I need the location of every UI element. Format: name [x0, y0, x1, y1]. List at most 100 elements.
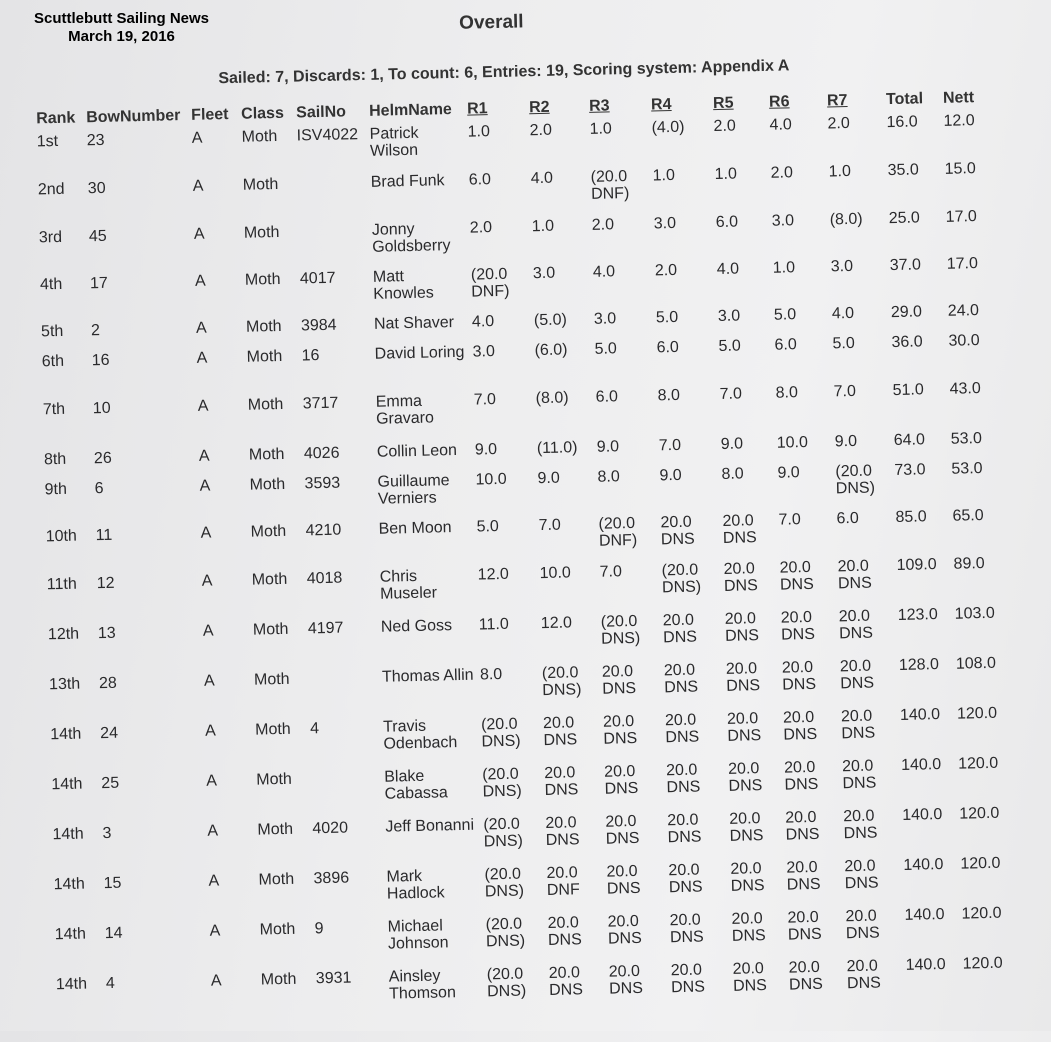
- cell-class: Moth: [258, 870, 295, 889]
- cell-r2: 3.0: [532, 264, 556, 283]
- cell-rank: 14th: [53, 875, 85, 894]
- cell-r1: (20.0 DNF): [470, 265, 510, 301]
- cell-r3: (20.0 DNF): [590, 168, 630, 203]
- cell-r2: 20.0 DNS: [548, 964, 584, 1000]
- cell-r1: (20.0 DNS): [480, 715, 521, 751]
- cell-r2: 1.0: [531, 217, 555, 236]
- cell-class: Moth: [250, 522, 287, 541]
- table-row: 12th 13 A Moth 4197 Ned Goss 11.0 12.0 (20.0 DNS…: [3, 603, 1051, 648]
- cell-r4: 2.0: [654, 261, 678, 280]
- cell-r6: 4.0: [769, 116, 793, 134]
- cell-total: 73.0: [894, 461, 926, 480]
- table-row: 14th 15 A Moth 3896 Mark Hadlock (20.0 DNS) 20.…: [8, 853, 1051, 903]
- cell-rank: 12th: [47, 625, 80, 644]
- cell-class: Moth: [254, 720, 291, 739]
- cell-total: 16.0: [886, 113, 918, 132]
- cell-bow-number: 45: [88, 227, 107, 246]
- header-r7: R7: [826, 92, 848, 110]
- cell-r6: 20.0 DNS: [782, 708, 818, 744]
- cell-r2: 20.0 DNF: [546, 864, 580, 900]
- cell-class: Moth: [260, 970, 297, 989]
- table-row: 11th 12 A Moth 4018 Chris Museler 12.0 10.0 7.0 (…: [2, 553, 1051, 603]
- cell-r6: 20.0 DNS: [779, 558, 814, 594]
- cell-r1: 7.0: [473, 391, 497, 409]
- cell-r3: 20.0 DNS: [608, 962, 644, 998]
- cell-r3: 20.0 DNS: [604, 763, 639, 798]
- cell-helm-name: Jeff Bonanni: [385, 816, 475, 836]
- cell-r4: 8.0: [657, 386, 681, 405]
- cell-r4: 20.0 DNS: [668, 861, 703, 897]
- header-bow-number: BowNumber: [86, 107, 181, 127]
- cell-helm-name: Travis Odenbach: [382, 717, 458, 753]
- cell-bow-number: 11: [95, 526, 113, 545]
- cell-nett: 120.0: [957, 754, 999, 773]
- cell-r3: 7.0: [599, 563, 623, 581]
- cell-r4: (4.0): [651, 118, 685, 137]
- cell-fleet: A: [196, 349, 208, 367]
- header-helm-name: HelmName: [368, 100, 453, 120]
- cell-r4: 5.0: [655, 308, 679, 327]
- cell-r7: 7.0: [833, 382, 857, 401]
- cell-sail-no: 4197: [307, 619, 344, 638]
- cell-fleet: A: [207, 822, 219, 840]
- cell-r3: 5.0: [594, 340, 618, 358]
- cell-fleet: A: [204, 722, 217, 740]
- cell-sail-no: 4: [309, 720, 320, 738]
- table-row: 4th 17 A Moth 4017 Matt Knowles (20.0 DNF) 3.0 4…: [0, 254, 1046, 303]
- cell-r4: 20.0 DNS: [669, 911, 704, 947]
- cell-r5: 9.0: [720, 435, 744, 453]
- cell-bow-number: 10: [92, 399, 111, 418]
- cell-rank: 10th: [45, 527, 78, 546]
- cell-r3: 1.0: [589, 120, 613, 138]
- cell-r5: 2.0: [713, 117, 737, 136]
- cell-helm-name: Mark Hadlock: [386, 867, 445, 903]
- publish-date: March 19, 2016: [68, 28, 175, 45]
- cell-r6: 20.0 DNS: [787, 908, 822, 944]
- cell-total: 37.0: [889, 256, 922, 275]
- cell-rank: 14th: [54, 925, 87, 944]
- cell-helm-name: Guillaume Verniers: [377, 472, 450, 508]
- cell-bow-number: 6: [94, 479, 104, 498]
- cell-r3: 20.0 DNS: [601, 663, 637, 698]
- cell-helm-name: Patrick Wilson: [369, 124, 419, 160]
- publisher-name: Scuttlebutt Sailing News: [34, 10, 210, 27]
- header-class: Class: [240, 104, 285, 123]
- cell-class: Moth: [249, 475, 286, 494]
- cell-class: Moth: [259, 920, 296, 939]
- cell-nett: 120.0: [960, 854, 1001, 873]
- cell-bow-number: 28: [98, 674, 118, 693]
- results-table: Rank BowNumber Fleet Class SailNo HelmName R1 R…: [0, 0, 1040, 1002]
- cell-fleet: A: [203, 672, 215, 690]
- cell-r4: 20.0 DNS: [660, 513, 695, 549]
- cell-class: Moth: [246, 347, 283, 366]
- cell-helm-name: Michael Johnson: [387, 917, 449, 953]
- table-row: 13th 28 A Moth Thomas Allin 8.0 (20.0 DNS) 20.0…: [4, 653, 1051, 699]
- cell-fleet: A: [193, 225, 205, 243]
- cell-r6: 5.0: [773, 306, 797, 324]
- cell-r2: 10.0: [539, 564, 572, 583]
- cell-sail-no: 4020: [312, 819, 349, 838]
- cell-r5: 3.0: [717, 307, 741, 326]
- cell-class: Moth: [257, 820, 294, 839]
- cell-r2: 7.0: [538, 516, 562, 535]
- table-row: 10th 11 A Moth 4210 Ben Moon 5.0 7.0 (20.0 DNF) 2…: [1, 505, 1051, 550]
- cell-r5: 20.0 DNS: [724, 610, 760, 645]
- cell-sail-no: 3931: [315, 969, 352, 988]
- cell-r4: 20.0 DNS: [664, 711, 700, 747]
- cell-fleet: A: [197, 397, 209, 415]
- cell-r6: 3.0: [771, 212, 795, 230]
- cell-total: 109.0: [896, 556, 937, 575]
- cell-bow-number: 15: [103, 874, 122, 893]
- cell-fleet: A: [198, 447, 210, 465]
- cell-helm-name: Blake Cabassa: [384, 767, 448, 803]
- cell-r2: 4.0: [530, 169, 554, 188]
- cell-sail-no: 3984: [300, 316, 337, 335]
- cell-r3: 4.0: [592, 263, 616, 281]
- cell-bow-number: 13: [97, 624, 116, 643]
- cell-class: Moth: [244, 270, 281, 289]
- cell-fleet: A: [209, 922, 221, 940]
- cell-fleet: A: [200, 524, 212, 542]
- cell-nett: 17.0: [946, 255, 979, 273]
- cell-r7: 20.0 DNS: [843, 807, 878, 843]
